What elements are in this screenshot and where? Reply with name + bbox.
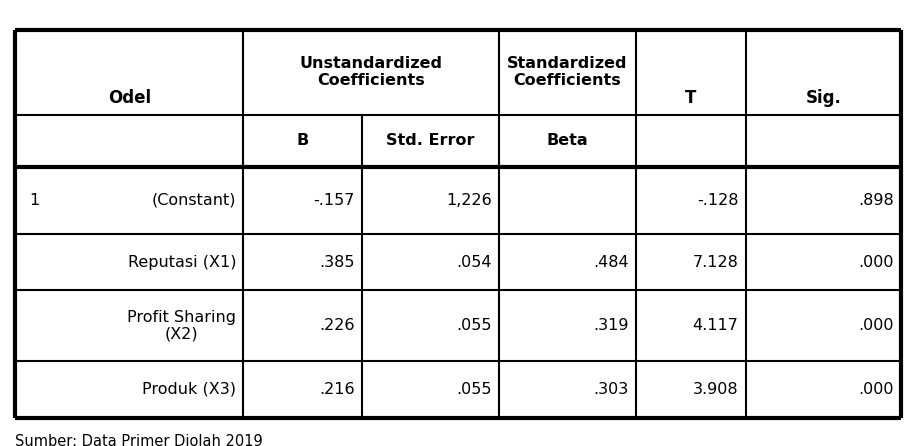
Text: Standardized
Coefficients: Standardized Coefficients xyxy=(507,56,627,88)
Text: Reputasi (X1): Reputasi (X1) xyxy=(127,255,236,269)
Text: Sumber: Data Primer Diolah 2019: Sumber: Data Primer Diolah 2019 xyxy=(15,434,263,446)
Text: Std. Error: Std. Error xyxy=(387,133,474,149)
Text: -.157: -.157 xyxy=(313,193,354,208)
Text: .216: .216 xyxy=(319,382,354,397)
Text: Sig.: Sig. xyxy=(805,89,841,107)
Text: 1,226: 1,226 xyxy=(446,193,492,208)
Text: .319: .319 xyxy=(594,318,628,333)
Text: 3.908: 3.908 xyxy=(692,382,738,397)
Text: 7.128: 7.128 xyxy=(692,255,738,269)
Text: .000: .000 xyxy=(858,382,894,397)
Text: Beta: Beta xyxy=(547,133,588,149)
Text: .898: .898 xyxy=(858,193,894,208)
Text: -.128: -.128 xyxy=(697,193,738,208)
Text: .000: .000 xyxy=(858,255,894,269)
Text: .054: .054 xyxy=(456,255,492,269)
Text: .055: .055 xyxy=(456,318,492,333)
Text: .484: .484 xyxy=(594,255,628,269)
Text: Profit Sharing
(X2): Profit Sharing (X2) xyxy=(127,310,236,342)
Text: B: B xyxy=(297,133,309,149)
Text: .226: .226 xyxy=(320,318,354,333)
Text: Odel: Odel xyxy=(108,89,151,107)
Text: .385: .385 xyxy=(320,255,354,269)
Text: .303: .303 xyxy=(594,382,628,397)
Text: (Constant): (Constant) xyxy=(151,193,236,208)
Text: Unstandardized
Coefficients: Unstandardized Coefficients xyxy=(300,56,442,88)
Text: 1: 1 xyxy=(28,193,39,208)
Text: T: T xyxy=(685,89,696,107)
Text: Produk (X3): Produk (X3) xyxy=(142,382,236,397)
Text: .000: .000 xyxy=(858,318,894,333)
Text: 4.117: 4.117 xyxy=(692,318,738,333)
Text: .055: .055 xyxy=(456,382,492,397)
